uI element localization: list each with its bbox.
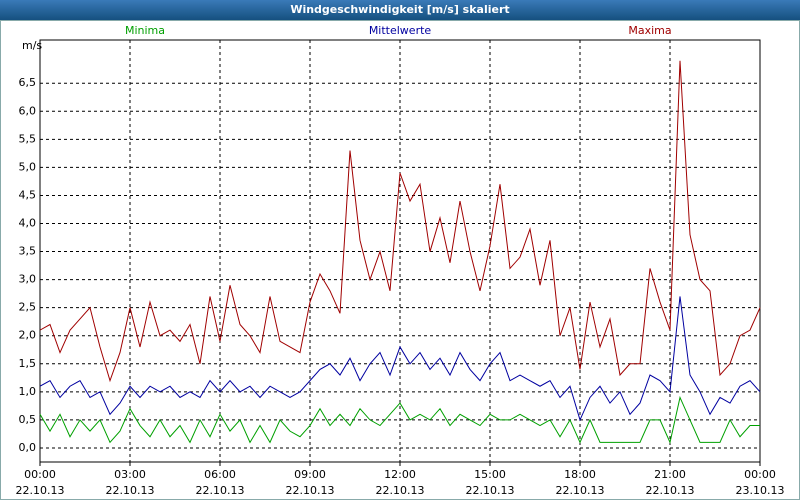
y-tick-label: 4,5 <box>19 188 37 201</box>
x-tick-label: 18:00 <box>564 468 596 481</box>
y-tick-label: 5,0 <box>19 160 37 173</box>
x-tick-date: 22.10.13 <box>466 484 515 497</box>
y-tick-label: 6,5 <box>19 76 37 89</box>
y-tick-label: 0,0 <box>19 441 37 454</box>
legend-entry: Maxima <box>628 24 671 37</box>
chart-title: Windgeschwindigkeit [m/s] skaliert <box>290 3 509 16</box>
data-line <box>39 395 760 444</box>
title-bar <box>0 0 800 20</box>
y-tick-label: 1,5 <box>19 357 37 370</box>
legend-entry: Minima <box>125 24 165 37</box>
x-tick-label: 00:00 <box>744 468 776 481</box>
y-tick-label: 2,0 <box>19 329 37 342</box>
y-tick-label: 3,0 <box>19 273 37 286</box>
x-tick-label: 12:00 <box>384 468 416 481</box>
y-tick-label: 0,5 <box>19 413 37 426</box>
x-tick-date: 22.10.13 <box>376 484 425 497</box>
y-tick-label: 2,5 <box>19 301 37 314</box>
y-tick-label: 4,0 <box>19 217 37 230</box>
x-tick-label: 09:00 <box>294 468 326 481</box>
y-tick-label: 5,5 <box>19 132 37 145</box>
plot-border <box>39 39 761 463</box>
x-tick-label: 00:00 <box>24 468 56 481</box>
y-tick-label: 3,5 <box>19 245 37 258</box>
data-line <box>39 60 761 383</box>
x-tick-date: 22.10.13 <box>16 484 65 497</box>
x-tick-label: 06:00 <box>204 468 236 481</box>
x-tick-label: 03:00 <box>114 468 146 481</box>
x-tick-date: 22.10.13 <box>556 484 605 497</box>
x-tick-date: 22.10.13 <box>106 484 155 497</box>
x-tick-date: 22.10.13 <box>196 484 245 497</box>
x-tick-date: 22.10.13 <box>286 484 335 497</box>
x-tick-date: 23.10.13 <box>736 484 785 497</box>
x-tick-date: 22.10.13 <box>646 484 695 497</box>
x-tick-label: 21:00 <box>654 468 686 481</box>
y-axis-label: m/s <box>22 39 42 52</box>
legend-entry: Mittelwerte <box>369 24 432 37</box>
y-tick-label: 6,0 <box>19 104 37 117</box>
x-tick-label: 15:00 <box>474 468 506 481</box>
data-line <box>39 296 761 422</box>
y-tick-label: 1,0 <box>19 385 37 398</box>
